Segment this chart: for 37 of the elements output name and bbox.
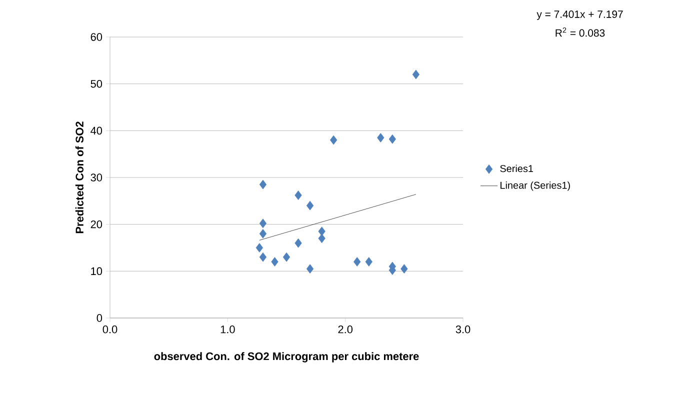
point <box>365 257 372 266</box>
y-tick-label: 30 <box>90 174 102 182</box>
point <box>282 252 290 262</box>
point <box>412 70 420 80</box>
point <box>271 257 278 266</box>
x-tick-label: 0.0 <box>102 326 118 334</box>
x-tick-label: 2.0 <box>338 326 353 334</box>
x-tick-label: 3.0 <box>456 326 470 334</box>
point <box>318 234 326 244</box>
point <box>259 229 267 238</box>
y-tick-label: 50 <box>90 80 102 88</box>
point <box>306 264 314 274</box>
point <box>330 135 338 145</box>
y-tick-label: 10 <box>91 267 102 276</box>
text: R$^{2}$ = 0.083 <box>556 28 605 37</box>
y-tick-label: 40 <box>90 126 102 135</box>
point <box>259 218 267 228</box>
point <box>259 180 267 190</box>
y-tick-label: 60 <box>90 33 102 41</box>
point <box>377 132 384 142</box>
legend-label: Linear (Series1) <box>500 181 570 191</box>
point <box>306 200 314 210</box>
point <box>294 238 302 248</box>
point <box>354 257 361 266</box>
y-axis-title: Predicted Con of SO2 <box>75 122 84 234</box>
point <box>294 190 302 200</box>
legend-label: Series1 <box>500 164 534 172</box>
y-tick-label: 0 <box>96 314 102 322</box>
point <box>388 134 396 144</box>
point <box>259 252 267 262</box>
text: y = 7.401x + 7.197 <box>536 10 623 20</box>
y-tick-label: 20 <box>90 220 102 228</box>
x-tick-label: 1.0 <box>220 326 235 334</box>
x-axis-title: observed Con. of SO2 Microgram per cubic metere <box>154 352 419 362</box>
point <box>318 226 326 236</box>
point <box>256 243 264 252</box>
point <box>400 264 408 274</box>
